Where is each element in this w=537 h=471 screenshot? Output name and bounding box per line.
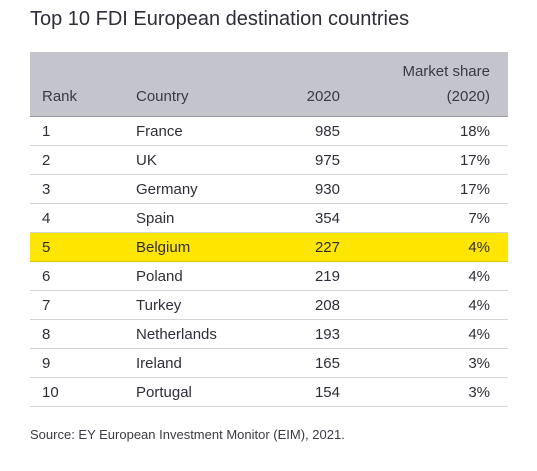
cell-rank: 10: [42, 384, 59, 401]
table-row: 4 Spain 354 7%: [30, 204, 508, 233]
table-row: 6 Poland 219 4%: [30, 262, 508, 291]
header-2020: 2020: [306, 88, 340, 105]
table-row: 3 Germany 930 17%: [30, 175, 508, 204]
cell-rank: 2: [42, 152, 51, 169]
cell-market-share: 3%: [468, 384, 490, 401]
cell-country: Turkey: [136, 297, 182, 314]
table-row: 7 Turkey 208 4%: [30, 291, 508, 320]
cell-market-share: 18%: [459, 123, 490, 140]
cell-2020: 154: [314, 384, 340, 401]
cell-market-share: 4%: [468, 326, 490, 343]
cell-2020: 985: [314, 123, 340, 140]
cell-country: Belgium: [136, 239, 191, 256]
cell-rank: 9: [42, 355, 51, 372]
page-title: Top 10 FDI European destination countrie…: [30, 8, 410, 30]
table-row: 2 UK 975 17%: [30, 146, 508, 175]
cell-rank: 5: [42, 239, 51, 256]
table-row: 1 France 985 18%: [30, 117, 508, 146]
cell-country: UK: [136, 152, 157, 169]
table-body: 1 France 985 18% 2 UK 975 17% 3 Germany 930 17% 4 Spa…: [30, 117, 508, 407]
table-row: 10 Portugal 154 3%: [30, 378, 508, 407]
cell-2020: 930: [314, 181, 340, 198]
cell-country: Spain: [136, 210, 175, 227]
cell-market-share: 4%: [468, 297, 490, 314]
cell-market-share: 3%: [468, 355, 490, 372]
cell-rank: 3: [42, 181, 51, 198]
cell-country: France: [136, 123, 183, 140]
cell-country: Netherlands: [136, 326, 217, 343]
cell-rank: 7: [42, 297, 51, 314]
cell-rank: 1: [42, 123, 51, 140]
cell-rank: 8: [42, 326, 51, 343]
table-row: 5 Belgium 227 4%: [30, 233, 508, 262]
cell-market-share: 17%: [459, 181, 490, 198]
cell-country: Germany: [136, 181, 198, 198]
header-rank: Rank: [42, 88, 78, 105]
cell-2020: 165: [314, 355, 340, 372]
source-note: Source: EY European Investment Monitor (…: [30, 427, 345, 442]
cell-country: Portugal: [136, 384, 192, 401]
cell-market-share: 4%: [468, 268, 490, 285]
table-header: Rank Country 2020 Market share (2020): [30, 52, 508, 117]
cell-2020: 227: [314, 239, 340, 256]
cell-2020: 354: [314, 210, 340, 227]
table-row: 8 Netherlands 193 4%: [30, 320, 508, 349]
header-market-share-year: (2020): [446, 88, 490, 105]
cell-2020: 975: [314, 152, 340, 169]
cell-rank: 6: [42, 268, 51, 285]
cell-country: Ireland: [136, 355, 182, 372]
fdi-table: Rank Country 2020 Market share (2020) 1 F…: [30, 52, 508, 407]
cell-market-share: 4%: [468, 239, 490, 256]
header-country: Country: [136, 88, 189, 105]
cell-2020: 193: [314, 326, 340, 343]
table-row: 9 Ireland 165 3%: [30, 349, 508, 378]
cell-market-share: 7%: [468, 210, 490, 227]
cell-country: Poland: [136, 268, 183, 285]
cell-rank: 4: [42, 210, 51, 227]
cell-market-share: 17%: [459, 152, 490, 169]
cell-2020: 208: [314, 297, 340, 314]
cell-2020: 219: [314, 268, 340, 285]
header-market-share: Market share: [402, 63, 490, 80]
